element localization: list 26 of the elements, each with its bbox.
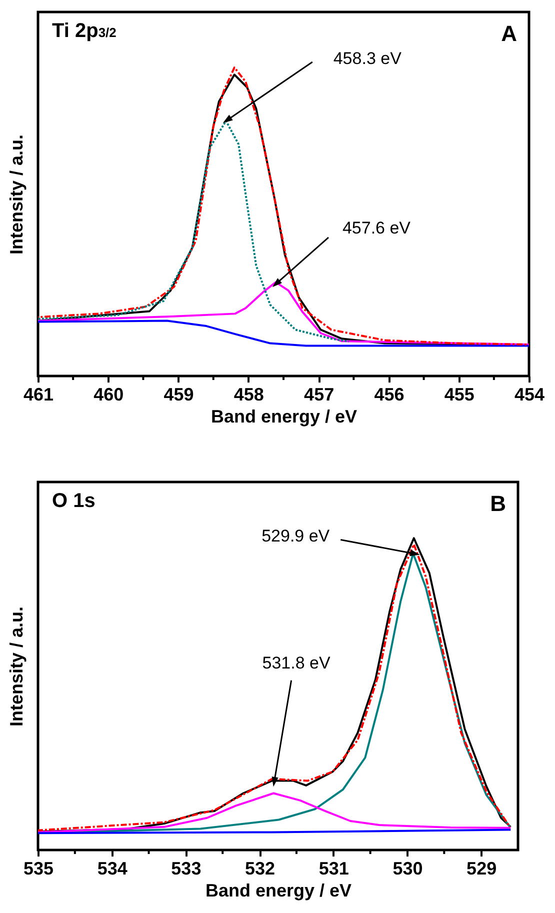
x-axis-title: Band energy / eV	[210, 406, 358, 426]
x-tick-label: 531	[318, 858, 349, 878]
text: B	[490, 491, 506, 516]
x-tick-label: 535	[23, 858, 54, 878]
x-tick-label: 460	[94, 384, 124, 404]
x-tick-label: 530	[392, 858, 423, 878]
annotation: 531.8 eV	[262, 653, 331, 672]
x-tick-label: 533	[171, 858, 202, 878]
annotation: 458.3 eV	[333, 48, 402, 68]
x-tick-label: 534	[97, 858, 128, 878]
x-tick-label: 461	[23, 384, 54, 404]
x-tick-label: 454	[514, 384, 545, 404]
x-tick-label: 458	[234, 384, 264, 404]
annotation: 529.9 eV	[262, 526, 330, 546]
x-tick-label: 532	[245, 858, 276, 878]
annotation: 457.6 eV	[342, 218, 412, 238]
x-tick-label: 456	[374, 384, 404, 404]
chart-title: O 1s	[52, 490, 96, 513]
y-axis-title: Intensity / a.u.	[6, 134, 26, 255]
x-tick-label: 457	[304, 384, 334, 404]
x-axis-title: Band energy / eV	[205, 880, 352, 900]
x-tick-label: 529	[466, 858, 497, 878]
x-tick-label: 459	[164, 384, 194, 404]
y-axis-title: Intensity / a.u.	[6, 606, 26, 727]
x-tick-label: 455	[444, 384, 474, 404]
text: A	[501, 21, 518, 46]
